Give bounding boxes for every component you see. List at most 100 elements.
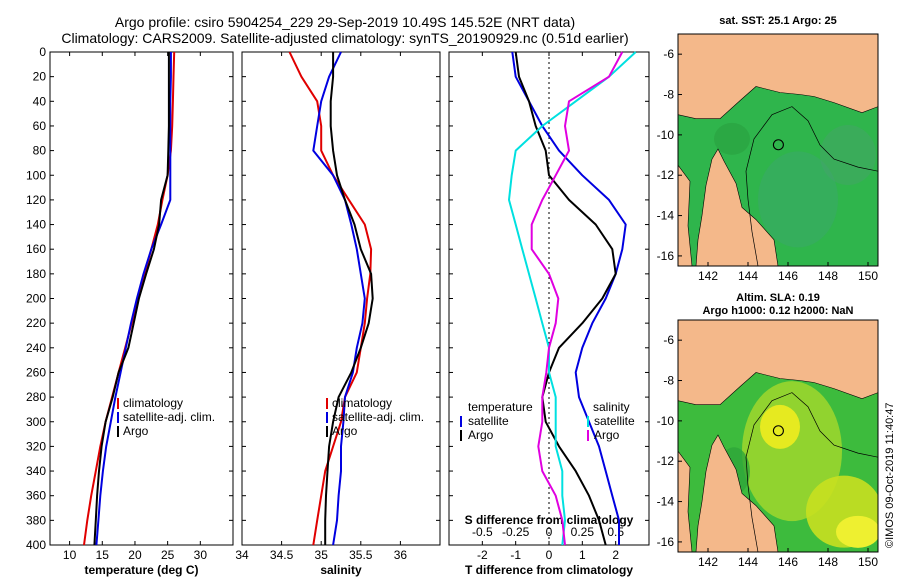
x-axis-label: salinity (320, 563, 362, 577)
credit-text: ©IMOS 09-Oct-2019 11:40:47 (884, 403, 896, 548)
x-axis-label: T difference from climatology (465, 563, 633, 577)
legend-label: satellite (594, 414, 635, 428)
series-argo (93, 52, 170, 546)
x-tick-label: 25 (161, 548, 175, 562)
x-axis-label: temperature (deg C) (84, 563, 198, 577)
legend-label: climatology (332, 396, 392, 410)
legend-label: satellite-adj. clim. (123, 410, 215, 424)
x-tick-label: 1 (579, 548, 586, 562)
x-tick-label: 35.5 (349, 548, 373, 562)
y-tick-label: -12 (657, 168, 675, 182)
legend-heading-salinity: salinity (593, 400, 630, 414)
legend-label: satellite (468, 414, 509, 428)
series-satellite-adj-clim- (312, 51, 366, 546)
map-title: Argo h1000: 0.12 h2000: NaN (702, 305, 853, 317)
x-tick-label: 144 (738, 269, 758, 283)
argo-position-marker (772, 139, 784, 151)
x-tick-label: 0 (546, 548, 553, 562)
map-frame (677, 319, 879, 553)
x-tick-label: 30 (194, 548, 208, 562)
y-tick-label: -8 (663, 374, 674, 388)
y-tick-label: 60 (33, 119, 47, 133)
y-tick-label: 180 (26, 267, 46, 281)
series-t-argo (514, 51, 617, 546)
y-tick-label: -10 (657, 414, 675, 428)
y-tick-label: 360 (26, 489, 46, 503)
s-tick-label: -0.25 (502, 525, 530, 539)
y-tick-label: 100 (26, 168, 46, 182)
series-argo (324, 52, 374, 545)
series-t-satellite (511, 51, 627, 545)
y-tick-label: 160 (26, 242, 46, 256)
y-tick-label: 20 (33, 70, 47, 84)
x-tick-label: 20 (128, 548, 142, 562)
x-tick-label: 35 (315, 548, 329, 562)
argo-position-marker (772, 425, 784, 437)
sla-peak-patch (760, 404, 800, 449)
temperature-panel: 0 20 40 60 80 100 120 140 160 180 200 220 240 260 280 3… (26, 45, 234, 577)
y-tick-label: 380 (26, 513, 46, 527)
y-tick-label: 400 (26, 538, 46, 552)
y-tick-label: -16 (657, 535, 675, 549)
x-tick-label: 146 (778, 555, 798, 569)
legend-label: Argo (332, 424, 358, 438)
x-tick-label: -1 (510, 548, 521, 562)
x-tick-label: 146 (778, 269, 798, 283)
y-tick-label: 320 (26, 439, 46, 453)
sst-cool-patch (758, 151, 838, 248)
x-tick-label: 142 (698, 555, 718, 569)
temperature-frame (49, 51, 234, 546)
legend-label: climatology (123, 396, 183, 410)
figure-title-line-1: Argo profile: csiro 5904254_229 29-Sep-2… (115, 14, 575, 30)
sst-cool-patch (820, 125, 876, 186)
y-tick-label: 260 (26, 365, 46, 379)
x-tick-label: 10 (63, 548, 77, 562)
sla-peak-patch (836, 515, 878, 548)
s-axis-label: S difference from climatology (465, 513, 634, 527)
legend-label: Argo (594, 428, 620, 442)
figure-title-line-2: Climatology: CARS2009. Satellite-adjuste… (61, 30, 628, 46)
land-new-guinea (678, 34, 878, 119)
y-tick-label: 40 (33, 94, 47, 108)
x-tick-label: 148 (818, 555, 838, 569)
x-tick-label: 34.5 (270, 548, 294, 562)
legend-label: satellite-adj. clim. (332, 410, 424, 424)
land-gulf-coast (678, 450, 693, 552)
depth-contour (745, 392, 878, 552)
series-s-satellite (508, 51, 637, 546)
y-tick-label: -14 (657, 495, 675, 509)
y-tick-label: 200 (26, 292, 46, 306)
s-tick-label: 0.5 (607, 525, 624, 539)
land-new-guinea (678, 320, 878, 406)
x-tick-label: 36 (394, 548, 408, 562)
legend-label: Argo (123, 424, 149, 438)
x-tick-label: 2 (612, 548, 619, 562)
land-gulf-coast (678, 164, 693, 266)
difference-panel: -2 -1 0 1 2T difference from climatology -0.5… (448, 51, 650, 577)
map_sst-panel: sat. SST: 25.1 Argo: 25 142 144 146 148 150 -6… (657, 15, 879, 283)
series-satellite-adj-clim- (95, 52, 172, 546)
legend-label: Argo (468, 428, 494, 442)
map-body (678, 320, 878, 552)
x-tick-label: 148 (818, 269, 838, 283)
s-tick-label: 0.25 (571, 525, 595, 539)
y-tick-label: 240 (26, 341, 46, 355)
map-frame (677, 33, 879, 267)
x-tick-label: 144 (738, 555, 758, 569)
sst-patch (714, 122, 750, 155)
series-s-argo (530, 51, 624, 546)
y-tick-label: -6 (663, 333, 674, 347)
x-tick-label: 150 (858, 555, 878, 569)
y-tick-label: 220 (26, 316, 46, 330)
y-tick-label: 80 (33, 144, 47, 158)
x-tick-label: 34 (235, 548, 249, 562)
map-title: Altim. SLA: 0.19 (736, 292, 820, 304)
y-tick-label: 140 (26, 218, 46, 232)
y-tick-label: 300 (26, 415, 46, 429)
depth-contour (745, 106, 878, 266)
y-tick-label: -10 (657, 128, 675, 142)
x-tick-label: 15 (96, 548, 110, 562)
y-tick-label: -12 (657, 454, 675, 468)
